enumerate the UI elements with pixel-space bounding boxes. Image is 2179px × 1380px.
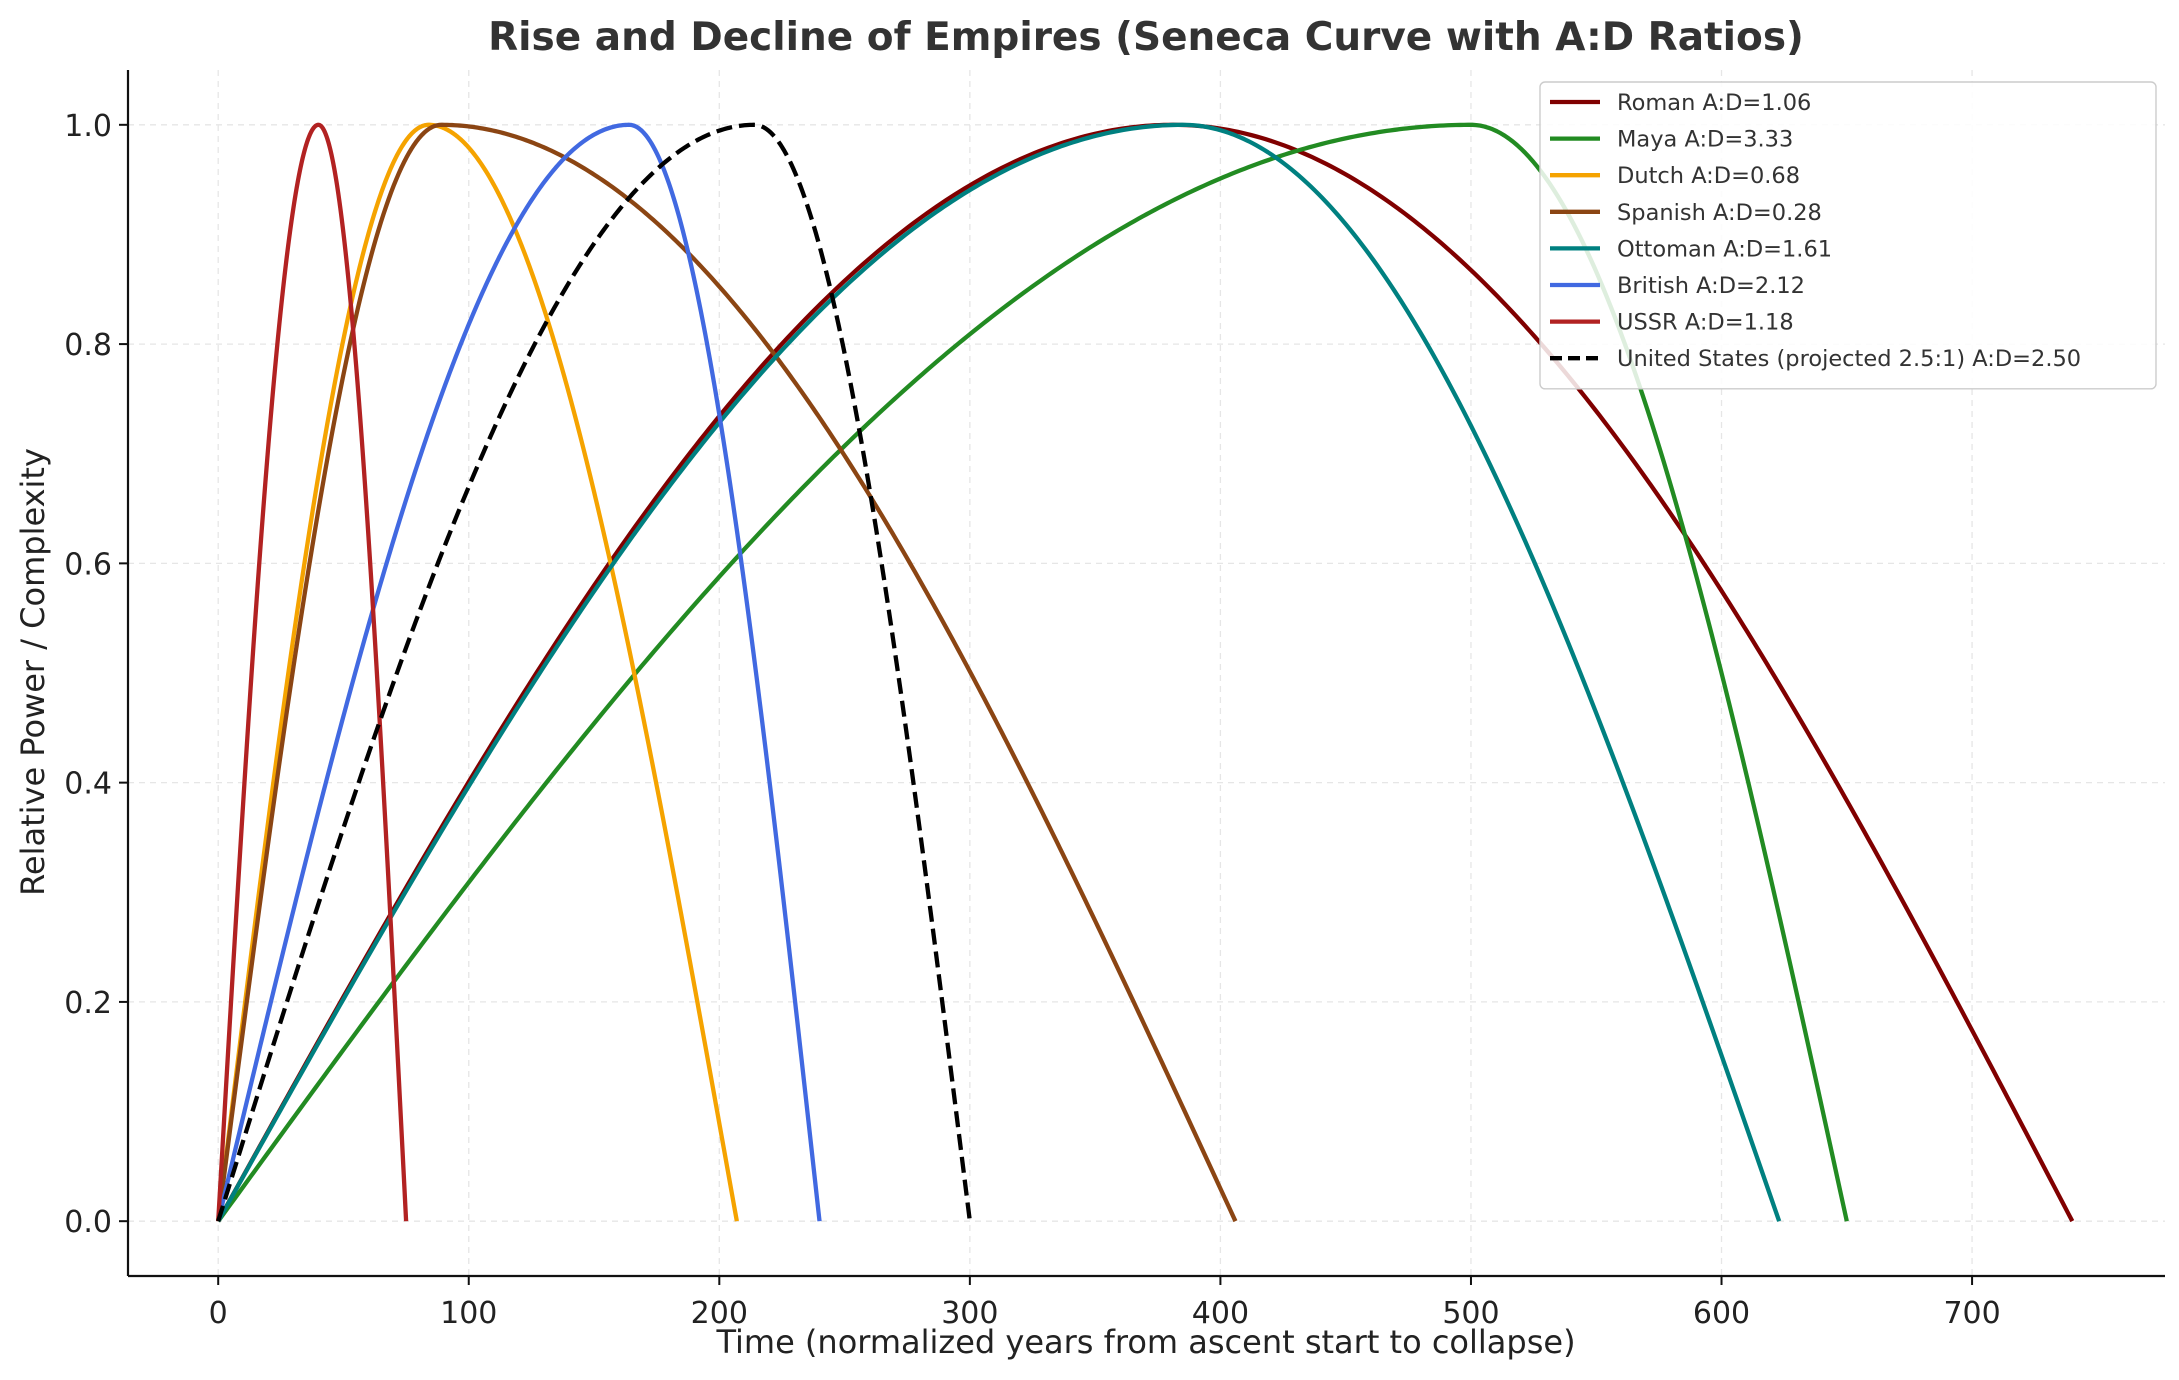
series-line-ottoman (216, 122, 1782, 1223)
y-tick-label: 0.8 (64, 328, 112, 363)
y-tick-label: 0.6 (64, 547, 112, 582)
x-tick-label: 600 (1693, 1296, 1750, 1331)
legend-label: United States (projected 2.5:1) A:D=2.50 (1617, 346, 2081, 372)
series-line-dutch (216, 122, 739, 1222)
x-tick-label: 100 (440, 1296, 497, 1331)
x-tick-label: 500 (1442, 1296, 1499, 1331)
x-tick-label: 400 (1192, 1296, 1249, 1331)
legend-label: Dutch A:D=0.68 (1617, 163, 1800, 189)
y-tick-label: 1.0 (64, 109, 112, 144)
y-tick-label: 0.0 (64, 1205, 112, 1240)
legend: Roman A:D=1.06 Maya A:D=3.33 Dutch A:D=0.6… (1539, 81, 2157, 390)
x-tick-label: 200 (691, 1296, 748, 1331)
y-axis-label: Relative Power / Complexity (14, 448, 52, 896)
legend-label: Spanish A:D=0.28 (1617, 200, 1822, 226)
series-line-british (216, 122, 822, 1222)
legend-label: USSR A:D=1.18 (1617, 310, 1794, 336)
x-tick-label: 0 (209, 1296, 228, 1331)
axes (126, 70, 2165, 1278)
y-tick-label: 0.2 (64, 986, 112, 1021)
series-lines (216, 122, 2075, 1223)
legend-label: British A:D=2.12 (1617, 273, 1805, 299)
ticks: 0 100 200 300 400 500 600 700 0.0 0.2 0.4 0.6 0.8 1.0 (64, 109, 2000, 1331)
legend-label: Maya A:D=3.33 (1617, 127, 1793, 153)
series-line-united (216, 122, 972, 1222)
y-tick-label: 0.4 (64, 767, 112, 802)
series-line-spanish (216, 122, 1238, 1223)
legend-box (1539, 81, 2157, 390)
x-tick-label: 300 (941, 1296, 998, 1331)
legend-label: Ottoman A:D=1.61 (1617, 236, 1832, 262)
chart-title: Rise and Decline of Empires (Seneca Curv… (488, 15, 1804, 60)
series-line-ussr (216, 122, 409, 1222)
x-tick-label: 700 (1943, 1296, 2000, 1331)
legend-label: Roman A:D=1.06 (1617, 90, 1811, 116)
x-axis-label: Time (normalized years from ascent start… (715, 1323, 1575, 1361)
